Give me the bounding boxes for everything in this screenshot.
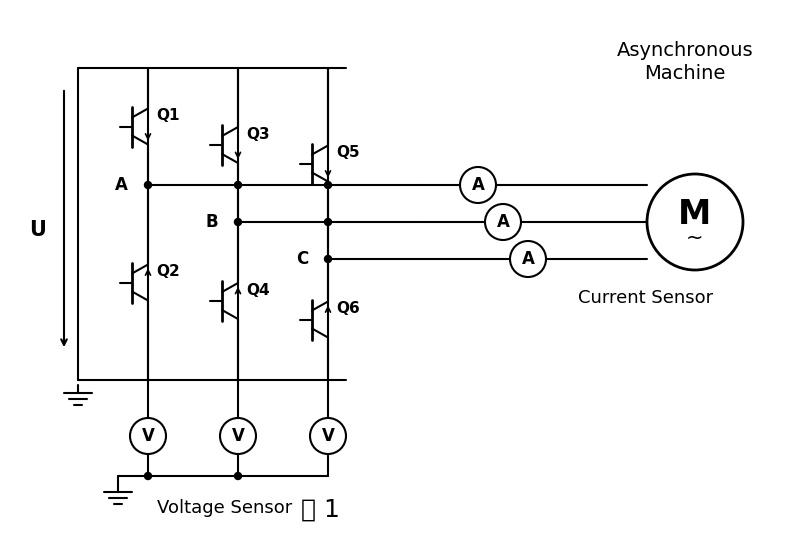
Text: A: A [471, 176, 485, 194]
Circle shape [235, 181, 241, 188]
Text: V: V [142, 427, 154, 445]
Text: A: A [522, 250, 534, 268]
Text: V: V [232, 427, 244, 445]
Text: 图 1: 图 1 [300, 498, 340, 522]
Text: B: B [206, 213, 218, 231]
Text: Q3: Q3 [246, 127, 269, 142]
Text: Q4: Q4 [246, 282, 269, 297]
Text: Voltage Sensor: Voltage Sensor [158, 499, 292, 517]
Circle shape [144, 472, 151, 479]
Text: Machine: Machine [645, 64, 726, 82]
Text: Asynchronous: Asynchronous [617, 41, 753, 59]
Text: Q5: Q5 [336, 145, 359, 160]
Text: A: A [496, 213, 509, 231]
Text: Q6: Q6 [336, 301, 360, 316]
Text: Q2: Q2 [156, 264, 180, 279]
Circle shape [325, 218, 332, 225]
Text: Current Sensor: Current Sensor [578, 289, 713, 307]
Circle shape [144, 181, 151, 188]
Text: A: A [115, 176, 128, 194]
Text: ~: ~ [686, 228, 704, 248]
Text: M: M [678, 197, 712, 231]
Circle shape [235, 472, 241, 479]
Text: Q1: Q1 [156, 108, 180, 123]
Text: V: V [322, 427, 334, 445]
Text: U: U [30, 220, 46, 240]
Circle shape [325, 256, 332, 263]
Circle shape [325, 181, 332, 188]
Text: C: C [296, 250, 308, 268]
Circle shape [235, 218, 241, 225]
